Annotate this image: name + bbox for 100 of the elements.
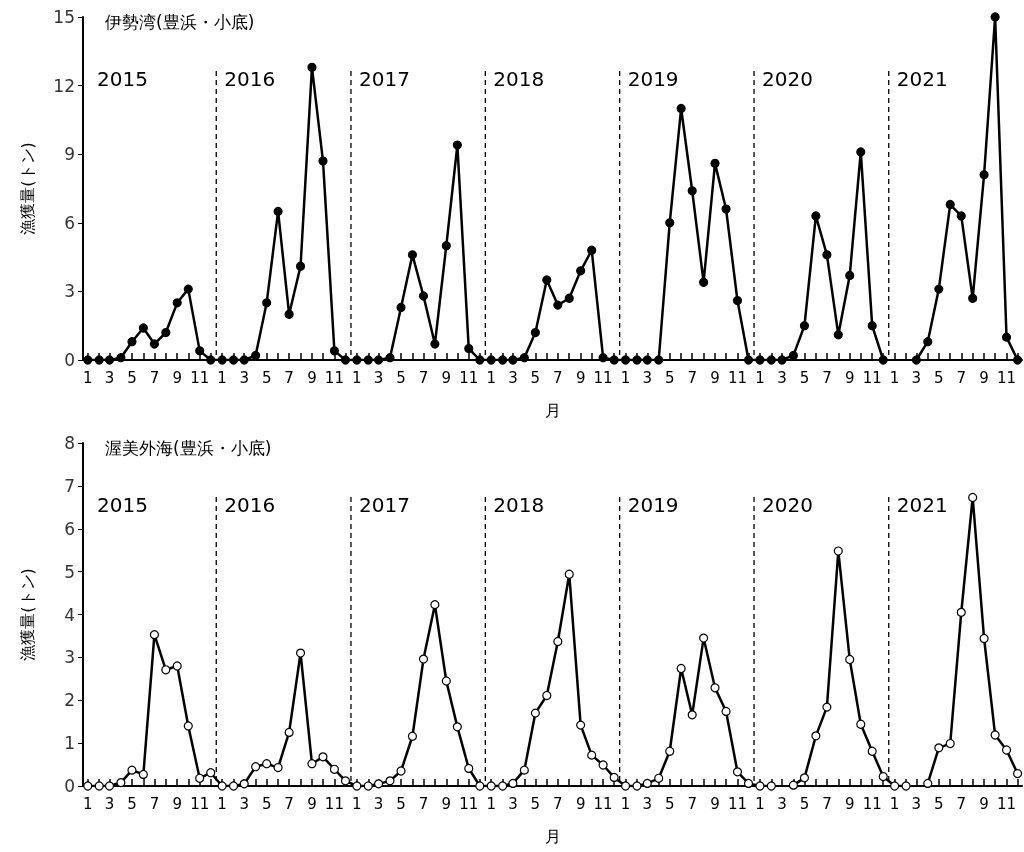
x-tick-label: 11 — [727, 368, 748, 387]
x-tick-label: 5 — [934, 794, 944, 813]
chart-title: 伊勢湾(豊浜・小底) — [105, 11, 255, 32]
x-tick-label: 3 — [911, 368, 922, 387]
x-tick-label: 5 — [127, 794, 137, 813]
x-tick-label: 5 — [530, 794, 541, 813]
ref-line-label: 2016 — [224, 493, 276, 517]
x-tick-label: 5 — [799, 794, 810, 813]
chart-title: 渥美外海(豊浜・小底) — [105, 437, 272, 458]
x-tick-label: 1 — [620, 794, 631, 813]
x-tick-label: 3 — [373, 794, 384, 813]
annotation: 2015 — [97, 493, 148, 517]
x-tick-label: 3 — [777, 794, 787, 813]
y-tick-label: 12 — [53, 75, 75, 96]
x-tick-label: 7 — [687, 794, 697, 813]
y-tick-label: 9 — [64, 144, 75, 165]
x-tick-label: 3 — [777, 368, 787, 387]
y-tick-label: 7 — [64, 475, 75, 496]
x-tick-label: 9 — [172, 794, 182, 813]
x-tick-label: 9 — [575, 794, 586, 813]
x-tick-label: 5 — [934, 368, 944, 387]
x-tick-label: 5 — [799, 368, 810, 387]
x-tick-label: 1 — [217, 794, 227, 813]
x-tick-label: 7 — [822, 794, 832, 813]
ref-line-label: 2021 — [896, 67, 948, 91]
x-tick-label: 9 — [307, 794, 317, 813]
x-tick-label: 11 — [996, 794, 1017, 813]
y-tick-label: 6 — [64, 212, 75, 233]
y-tick-label: 0 — [64, 776, 75, 796]
x-tick-label: 9 — [307, 368, 317, 387]
x-tick-label: 5 — [664, 368, 675, 387]
x-tick-label: 3 — [508, 368, 518, 387]
ref-line-label: 2018 — [493, 493, 545, 517]
y-tick-label: 5 — [64, 561, 75, 582]
y-tick-label: 2 — [64, 690, 75, 711]
x-tick-label: 11 — [459, 794, 479, 813]
ref-line-label: 2020 — [762, 67, 813, 91]
x-tick-label: 5 — [261, 368, 272, 387]
x-tick-label: 9 — [844, 794, 855, 813]
x-tick-label: 5 — [396, 368, 406, 387]
x-tick-label: 9 — [710, 368, 720, 387]
x-tick-label: 1 — [83, 368, 93, 387]
x-tick-label: 7 — [553, 794, 563, 813]
x-tick-label: 11 — [459, 368, 479, 387]
x-axis-title: 月 — [544, 400, 561, 420]
ref-line-label: 2018 — [493, 67, 545, 91]
x-axis-title: 月 — [544, 826, 561, 846]
x-tick-label: 1 — [352, 794, 362, 813]
x-tick-label: 3 — [508, 794, 518, 813]
x-tick-label: 9 — [710, 794, 720, 813]
x-tick-label: 7 — [418, 368, 429, 387]
y-axis-title: 漁獲量(トン) — [17, 142, 37, 235]
x-tick-label: 11 — [190, 794, 210, 813]
y-tick-label: 3 — [64, 281, 75, 302]
y-tick-label: 8 — [64, 433, 75, 453]
x-tick-label: 7 — [687, 368, 697, 387]
x-tick-label: 1 — [620, 368, 631, 387]
x-tick-label: 9 — [575, 368, 586, 387]
x-tick-label: 9 — [844, 368, 855, 387]
x-tick-label: 7 — [149, 368, 160, 387]
x-tick-label: 11 — [862, 794, 882, 813]
x-tick-label: 5 — [127, 368, 137, 387]
x-tick-label: 11 — [593, 794, 613, 813]
x-tick-label: 11 — [324, 794, 344, 813]
y-tick-label: 6 — [64, 518, 75, 539]
ref-line-label: 2017 — [358, 67, 410, 91]
ref-line-label: 2020 — [762, 493, 813, 517]
y-axis-title: 漁獲量(トン) — [17, 568, 37, 661]
x-tick-label: 11 — [324, 368, 344, 387]
y-tick-label: 15 — [53, 7, 75, 27]
x-tick-label: 3 — [642, 368, 653, 387]
x-tick-label: 7 — [284, 794, 294, 813]
x-tick-label: 1 — [889, 368, 900, 387]
x-tick-label: 7 — [956, 368, 967, 387]
x-tick-label: 3 — [911, 794, 922, 813]
x-tick-label: 7 — [418, 794, 429, 813]
y-tick-label: 0 — [64, 350, 75, 370]
x-tick-label: 11 — [190, 368, 210, 387]
x-tick-label: 5 — [396, 794, 406, 813]
annotation: 2015 — [97, 67, 148, 91]
x-tick-label: 3 — [239, 368, 249, 387]
x-tick-label: 1 — [217, 368, 227, 387]
x-tick-label: 1 — [352, 368, 362, 387]
x-tick-label: 5 — [530, 368, 541, 387]
x-tick-label: 3 — [104, 794, 115, 813]
x-tick-label: 3 — [642, 794, 653, 813]
x-tick-label: 9 — [441, 368, 452, 387]
x-tick-label: 11 — [593, 368, 613, 387]
x-tick-label: 9 — [172, 368, 182, 387]
x-tick-label: 9 — [979, 368, 989, 387]
x-tick-label: 1 — [83, 794, 93, 813]
ref-line-label: 2017 — [358, 493, 410, 517]
x-tick-label: 3 — [373, 368, 384, 387]
x-tick-label: 11 — [727, 794, 748, 813]
x-tick-label: 1 — [755, 368, 765, 387]
ref-line-label: 2019 — [627, 493, 679, 517]
x-tick-label: 7 — [149, 794, 160, 813]
x-tick-label: 7 — [553, 368, 563, 387]
x-tick-label: 11 — [996, 368, 1017, 387]
x-tick-label: 1 — [889, 794, 900, 813]
